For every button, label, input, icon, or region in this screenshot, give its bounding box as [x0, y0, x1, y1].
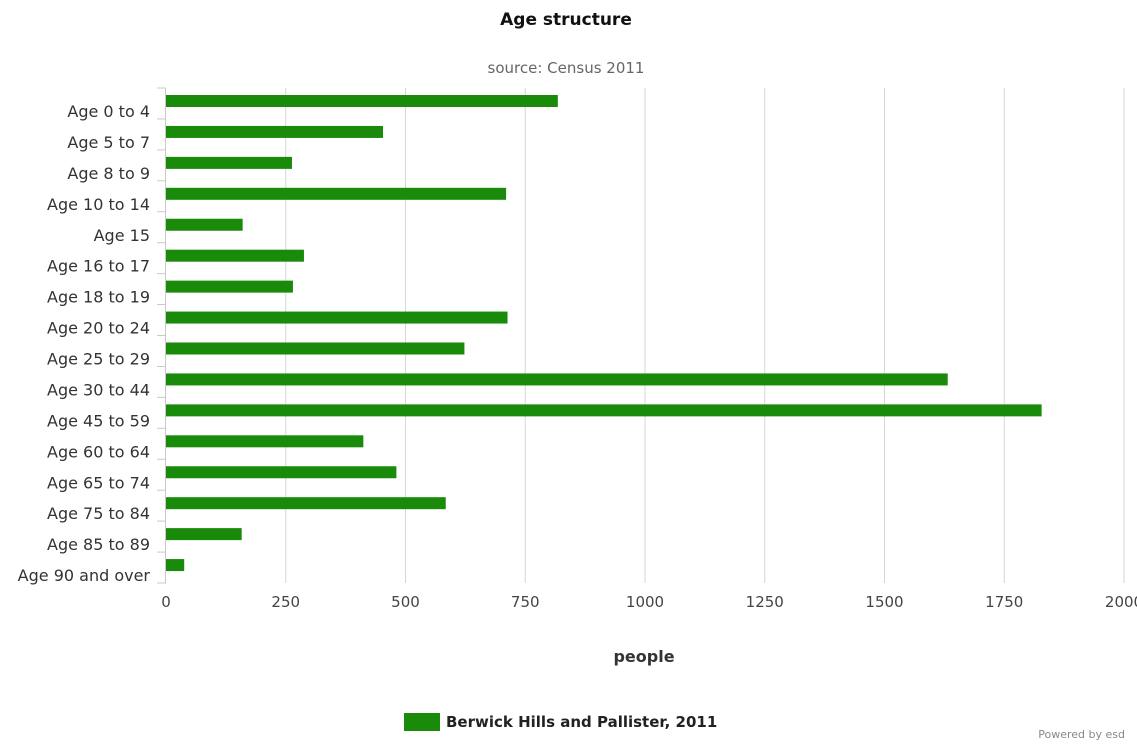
- legend-label[interactable]: Berwick Hills and Pallister, 2011: [446, 713, 717, 731]
- chart-title: Age structure: [500, 10, 632, 30]
- x-tick-label: 1500: [865, 593, 903, 611]
- y-category-label: Age 30 to 44: [47, 380, 150, 399]
- bar[interactable]: [166, 559, 185, 572]
- bar[interactable]: [166, 187, 507, 200]
- bar[interactable]: [166, 466, 397, 479]
- y-category-label: Age 8 to 9: [67, 164, 150, 183]
- y-category-label: Age 85 to 89: [47, 535, 150, 554]
- bar[interactable]: [166, 311, 508, 324]
- bar[interactable]: [166, 249, 304, 262]
- y-category-label: Age 15: [94, 226, 150, 245]
- y-category-label: Age 10 to 14: [47, 195, 150, 214]
- bar[interactable]: [166, 528, 242, 541]
- x-tick-label: 1250: [746, 593, 784, 611]
- y-category-label: Age 5 to 7: [67, 133, 150, 152]
- bar[interactable]: [166, 218, 243, 231]
- x-tick-label: 1750: [985, 593, 1023, 611]
- bar[interactable]: [166, 95, 558, 107]
- y-category-label: Age 90 and over: [18, 566, 151, 585]
- bar[interactable]: [166, 404, 1042, 417]
- bar[interactable]: [166, 156, 292, 169]
- bar[interactable]: [166, 497, 446, 510]
- y-category-label: Age 16 to 17: [47, 257, 150, 276]
- y-category-label: Age 65 to 74: [47, 473, 150, 492]
- x-tick-label: 1000: [626, 593, 664, 611]
- x-tick-label: 0: [161, 593, 171, 611]
- y-category-label: Age 45 to 59: [47, 411, 150, 430]
- x-tick-label: 500: [391, 593, 420, 611]
- legend-swatch: [404, 713, 440, 731]
- bars: [166, 95, 1042, 572]
- bar[interactable]: [166, 373, 948, 386]
- x-axis-tick-labels: 0 250 500 750 1000 1250 1500 1750 2000: [161, 593, 1137, 611]
- y-category-label: Age 75 to 84: [47, 504, 150, 523]
- x-axis-title: people: [613, 647, 674, 666]
- x-tick-label: 250: [271, 593, 300, 611]
- grid-lines: [157, 87, 1125, 584]
- legend[interactable]: Berwick Hills and Pallister, 2011: [404, 713, 717, 731]
- y-category-label: Age 18 to 19: [47, 288, 150, 307]
- powered-by-credit: Powered by esd: [1038, 728, 1125, 741]
- x-tick-label: 750: [511, 593, 540, 611]
- bar[interactable]: [166, 342, 465, 355]
- y-category-label: Age 0 to 4: [67, 102, 150, 121]
- bar[interactable]: [166, 280, 293, 293]
- bar[interactable]: [166, 125, 383, 138]
- y-category-label: Age 20 to 24: [47, 319, 150, 338]
- chart-subtitle: source: Census 2011: [488, 59, 645, 77]
- x-tick-label: 2000: [1105, 593, 1137, 611]
- y-axis-labels: Age 0 to 4 Age 5 to 7 Age 8 to 9 Age 10 to …: [18, 102, 151, 585]
- bar[interactable]: [166, 435, 364, 448]
- y-category-label: Age 60 to 64: [47, 442, 150, 461]
- y-category-label: Age 25 to 29: [47, 350, 150, 369]
